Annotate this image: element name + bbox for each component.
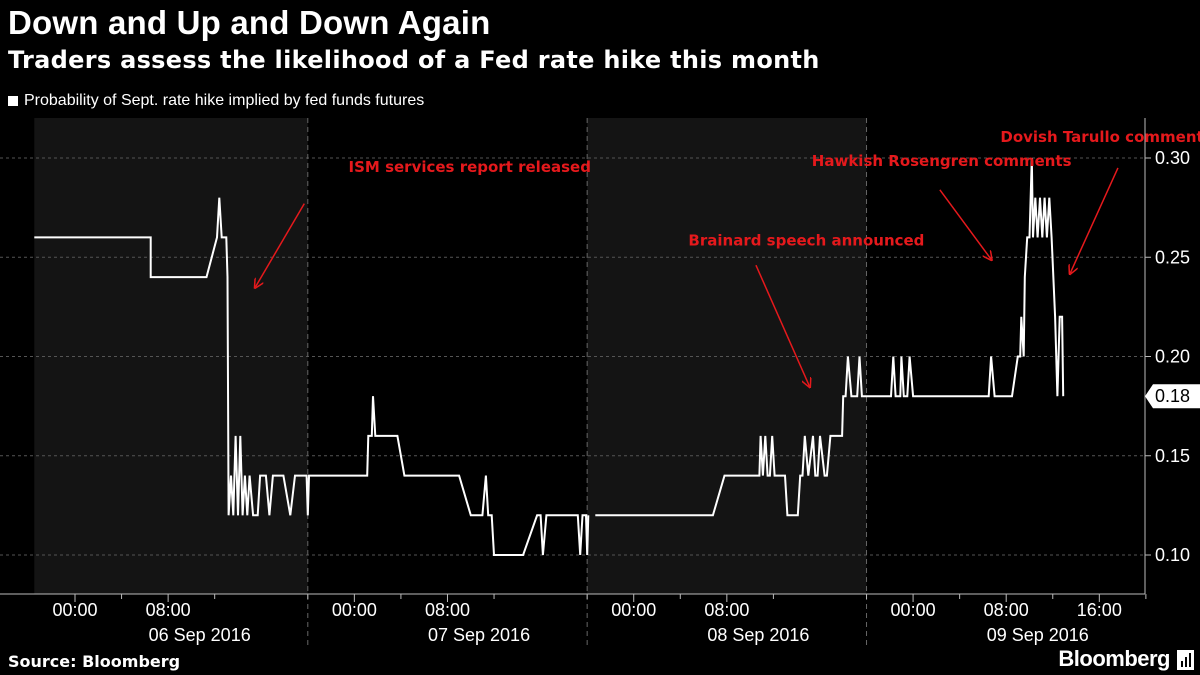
x-tick-label: 16:00 <box>1077 600 1122 620</box>
x-tick-label: 00:00 <box>611 600 656 620</box>
x-day-label: 08 Sep 2016 <box>707 625 809 645</box>
last-value-label: 0.18 <box>1155 386 1190 406</box>
x-tick-label: 08:00 <box>146 600 191 620</box>
x-tick-label: 08:00 <box>425 600 470 620</box>
series-line <box>34 157 1065 556</box>
x-tick-label: 08:00 <box>984 600 1029 620</box>
annotation-arrow <box>755 264 810 386</box>
x-day-label: 09 Sep 2016 <box>987 625 1089 645</box>
x-tick-label: 00:00 <box>332 600 377 620</box>
legend: Probability of Sept. rate hike implied b… <box>8 92 424 110</box>
annotation-arrow <box>1070 167 1119 273</box>
bloomberg-logo: Bloomberg <box>1058 646 1170 671</box>
last-value-flag <box>1145 384 1200 409</box>
x-day-label: 06 Sep 2016 <box>149 625 251 645</box>
annotation-label: Hawkish Rosengren comments <box>812 152 1072 170</box>
annotation-label: Dovish Tarullo comments <box>1000 128 1200 146</box>
chart-title: Down and Up and Down Again <box>8 4 491 41</box>
chart-subtitle: Traders assess the likelihood of a Fed r… <box>8 46 820 74</box>
annotation-label: ISM services report released <box>349 158 591 176</box>
annotation-arrow <box>939 189 991 259</box>
x-tick-label: 00:00 <box>52 600 97 620</box>
legend-swatch <box>8 96 18 106</box>
y-tick-label: 0.15 <box>1155 446 1190 466</box>
bloomberg-logo-icon <box>1177 650 1194 670</box>
x-tick-label: 08:00 <box>704 600 749 620</box>
annotation-label: Brainard speech announced <box>688 231 924 249</box>
annotation-arrow <box>255 203 305 287</box>
source-note: Source: Bloomberg <box>8 652 181 671</box>
x-day-label: 07 Sep 2016 <box>428 625 530 645</box>
x-tick-label: 00:00 <box>891 600 936 620</box>
legend-label: Probability of Sept. rate hike implied b… <box>24 92 425 109</box>
y-tick-label: 0.25 <box>1155 247 1190 267</box>
y-tick-label: 0.20 <box>1155 347 1190 367</box>
y-tick-label: 0.10 <box>1155 545 1190 565</box>
y-tick-label: 0.30 <box>1155 148 1190 168</box>
